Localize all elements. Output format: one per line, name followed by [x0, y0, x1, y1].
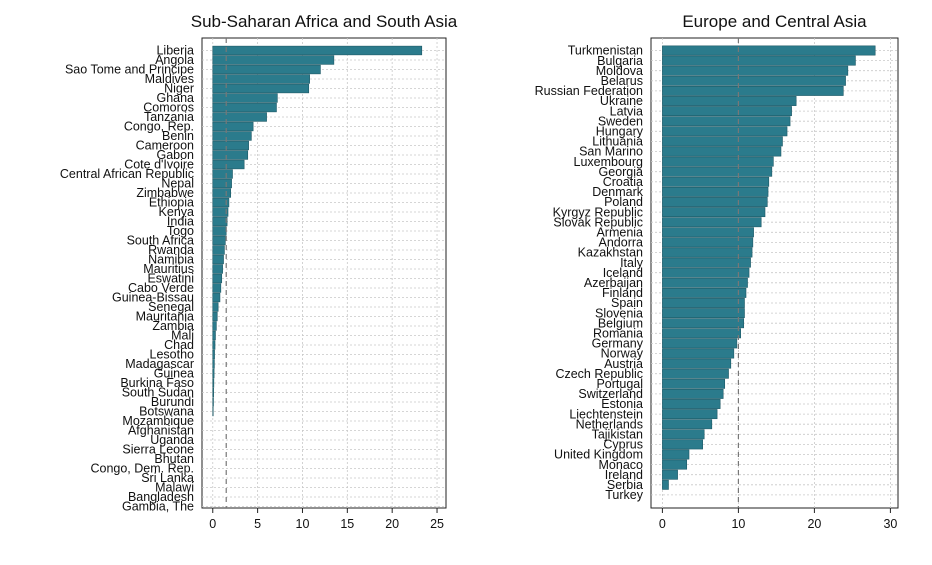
bar-central-african-republic [213, 170, 233, 179]
bar-burundi [213, 398, 214, 407]
x-tick-label: 20 [807, 517, 821, 531]
bar-sao-tome-and-principe [213, 65, 321, 74]
bar-portugal [662, 379, 724, 388]
bar-kyrgyz-republic [662, 207, 765, 216]
bar-czech-republic [662, 369, 728, 378]
bar-lesotho [213, 350, 215, 359]
bar-zimbabwe [213, 189, 231, 198]
category-label: Gambia, The [122, 500, 194, 514]
bar-madagascar [213, 360, 215, 369]
chart-title: Sub-Saharan Africa and South Asia [191, 12, 458, 31]
bar-monaco [662, 460, 686, 469]
bar-turkmenistan [662, 46, 875, 55]
bar-hungary [662, 127, 787, 136]
bar-norway [662, 349, 733, 358]
bar-azerbaijan [662, 278, 747, 287]
bar-liberia [213, 46, 422, 55]
bar-iceland [662, 268, 749, 277]
bar-slovenia [662, 308, 744, 317]
bar-cote-d-ivoire [213, 160, 244, 169]
bar-ukraine [662, 96, 796, 105]
bar-spain [662, 298, 744, 307]
x-tick-label: 25 [430, 517, 444, 531]
x-tick-label: 20 [385, 517, 399, 531]
bar-netherlands [662, 420, 711, 429]
x-tick-label: 10 [731, 517, 745, 531]
bar-germany [662, 339, 736, 348]
bar-italy [662, 258, 750, 267]
bar-serbia [662, 480, 668, 489]
bar-austria [662, 359, 730, 368]
bar-benin [213, 132, 252, 141]
bar-switzerland [662, 389, 723, 398]
bar-belgium [662, 319, 743, 328]
bar-south-sudan [213, 388, 214, 397]
bar-mauritania [213, 312, 217, 321]
bar-gabon [213, 151, 248, 160]
bar-tajikistan [662, 430, 704, 439]
bar-luxembourg [662, 157, 773, 166]
bar-slovak-republic [662, 218, 761, 227]
bar-senegal [213, 303, 218, 312]
bar-zambia [213, 322, 217, 331]
bar-angola [213, 56, 334, 65]
bar-mauritius [213, 265, 223, 274]
bar-moldova [662, 66, 847, 75]
chart-title: Europe and Central Asia [682, 12, 867, 31]
bar-finland [662, 288, 746, 297]
bar-togo [213, 227, 226, 236]
bar-niger [213, 84, 309, 93]
x-tick-label: 15 [340, 517, 354, 531]
bar-croatia [662, 177, 768, 186]
bar-belarus [662, 76, 845, 85]
bar-burkina-faso [213, 379, 214, 388]
bar-chad [213, 341, 215, 350]
bar-bulgaria [662, 56, 855, 65]
bar-eswatini [213, 274, 222, 283]
bar-tanzania [213, 113, 267, 122]
bar-andorra [662, 238, 752, 247]
bar-romania [662, 329, 740, 338]
bar-georgia [662, 167, 771, 176]
bar-maldives [213, 75, 310, 84]
bar-south-africa [213, 236, 226, 245]
x-tick-label: 5 [254, 517, 261, 531]
bar-guinea [213, 369, 214, 378]
bar-armenia [662, 228, 753, 237]
bar-cyprus [662, 440, 702, 449]
bar-estonia [662, 399, 720, 408]
bar-ireland [662, 470, 677, 479]
bar-nepal [213, 179, 232, 188]
x-tick-label: 10 [296, 517, 310, 531]
panel-1: Sub-Saharan Africa and South AsiaLiberia… [60, 12, 458, 531]
bar-ghana [213, 94, 278, 103]
category-label: Turkey [605, 488, 643, 502]
bar-sweden [662, 117, 790, 126]
bar-rwanda [213, 246, 225, 255]
bar-poland [662, 197, 767, 206]
bar-guinea-bissau [213, 293, 220, 302]
bar-lithuania [662, 137, 782, 146]
bar-cabo-verde [213, 284, 221, 293]
bar-namibia [213, 255, 224, 264]
x-tick-label: 0 [209, 517, 216, 531]
bar-russian-federation [662, 86, 843, 95]
bar-united-kingdom [662, 450, 689, 459]
bar-latvia [662, 106, 791, 115]
bar-mali [213, 331, 216, 340]
bar-san-marino [662, 147, 781, 156]
bar-congo-rep- [213, 122, 253, 131]
bar-cameroon [213, 141, 249, 150]
x-tick-label: 0 [659, 517, 666, 531]
bar-denmark [662, 187, 768, 196]
x-tick-label: 30 [883, 517, 897, 531]
bar-comoros [213, 103, 277, 112]
bar-india [213, 217, 227, 226]
panel-2: Europe and Central AsiaTurkmenistanBulga… [535, 12, 898, 531]
bar-liechtenstein [662, 409, 717, 418]
